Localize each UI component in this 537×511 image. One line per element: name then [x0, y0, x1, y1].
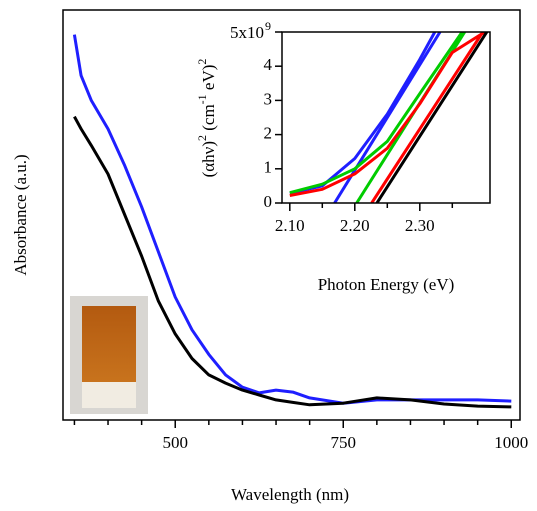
y-tick-label: 1	[264, 158, 273, 177]
x-tick-label: 2.10	[275, 216, 305, 235]
y-tick-label: 0	[264, 192, 273, 211]
sample-photo	[70, 296, 148, 414]
y-tick-label: 2	[264, 124, 273, 143]
x-tick-label: 500	[162, 433, 188, 452]
x-tick-label: 2.30	[405, 216, 435, 235]
y-axis-label: Absorbance (a.u.)	[11, 154, 30, 275]
y-axis-label-part: -1	[195, 94, 209, 104]
y-multiplier-exponent: 9	[265, 19, 271, 33]
y-axis-label-part: 2	[195, 135, 209, 141]
inset-y-axis-label: (αhν)2 (cm-1 eV)2	[195, 59, 218, 178]
data-line	[370, 32, 485, 203]
y-axis-label-part: (cm	[199, 104, 218, 135]
data-line	[289, 32, 486, 197]
data-line	[375, 32, 489, 203]
x-tick-label: 750	[330, 433, 356, 452]
data-line	[73, 115, 512, 409]
y-tick-label: 5x10	[230, 23, 264, 42]
y-tick-label: 4	[264, 55, 273, 74]
x-axis-label: Wavelength (nm)	[231, 485, 349, 504]
x-tick-label: 1000	[494, 433, 528, 452]
y-axis-label-part: 2	[195, 59, 209, 65]
plot-frame	[62, 9, 521, 421]
plot-frame	[281, 31, 491, 204]
inset-x-axis-label: Photon Energy (eV)	[318, 275, 455, 294]
data-line	[289, 32, 464, 195]
y-axis-label-part: (αhν)	[199, 141, 218, 177]
y-axis-label-part: eV)	[199, 65, 218, 95]
x-tick-label: 2.20	[340, 216, 370, 235]
y-tick-label: 3	[264, 89, 273, 108]
